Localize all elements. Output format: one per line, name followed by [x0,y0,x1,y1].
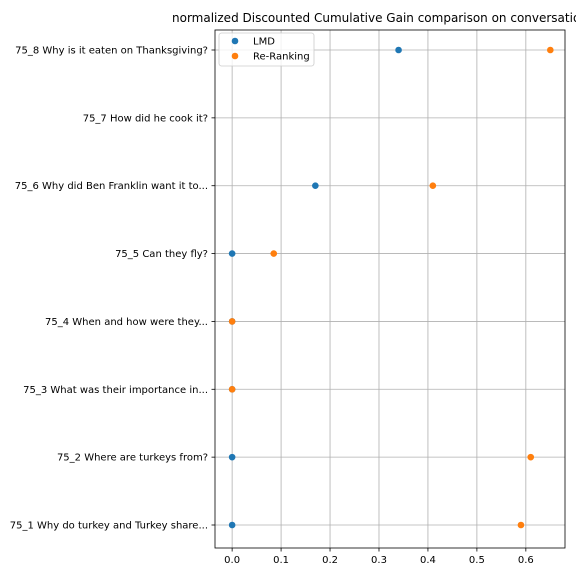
legend-label: LMD [253,37,275,48]
x-tick-label: 0.2 [322,555,338,566]
y-tick-label: 75_8 Why is it eaten on Thanksgiving? [15,46,208,57]
y-tick-label: 75_2 Where are turkeys from? [57,453,208,464]
x-tick-label: 0.1 [273,555,289,566]
y-tick-label: 75_6 Why did Ben Franklin want it to... [15,181,208,192]
x-tick-label: 0.3 [371,555,387,566]
y-axis: 75_1 Why do turkey and Turkey share... 75… [10,46,215,532]
chart-title: normalized Discounted Cumulative Gain co… [172,11,576,25]
point-re-ranking [527,453,535,461]
y-tick-label: 75_3 What was their importance in... [23,385,208,396]
point-re-ranking [228,318,236,325]
y-tick-label: 75_1 Why do turkey and Turkey share... [10,521,208,532]
grid-lines [215,30,565,548]
y-tick-label: 75_5 Can they fly? [115,249,208,260]
x-axis: 0.0 0.1 0.2 0.3 0.4 0.5 0.6 [224,548,534,566]
point-re-ranking [228,385,236,393]
point-lmd [312,182,319,190]
legend-label: Re-Ranking [253,52,310,63]
plot-area-frame [214,29,566,549]
point-re-ranking [270,250,278,257]
point-re-ranking [429,182,437,190]
x-tick-label: 0.4 [420,555,436,566]
legend-marker [231,37,239,45]
point-lmd [395,46,402,54]
x-tick-label: 0.0 [224,555,240,566]
point-re-ranking [547,46,554,54]
legend: LMD Re-Ranking [218,32,315,67]
data-points [228,46,554,529]
point-lmd [228,453,236,461]
point-lmd [228,250,236,257]
y-tick-label: 75_4 When and how were they... [45,317,208,328]
point-re-ranking [517,521,525,529]
legend-box [218,32,315,67]
legend-marker [231,52,239,60]
y-tick-label: 75_7 How did he cook it? [83,113,208,124]
x-tick-label: 0.5 [469,555,485,566]
point-lmd [228,521,236,529]
x-tick-label: 0.6 [518,555,534,566]
